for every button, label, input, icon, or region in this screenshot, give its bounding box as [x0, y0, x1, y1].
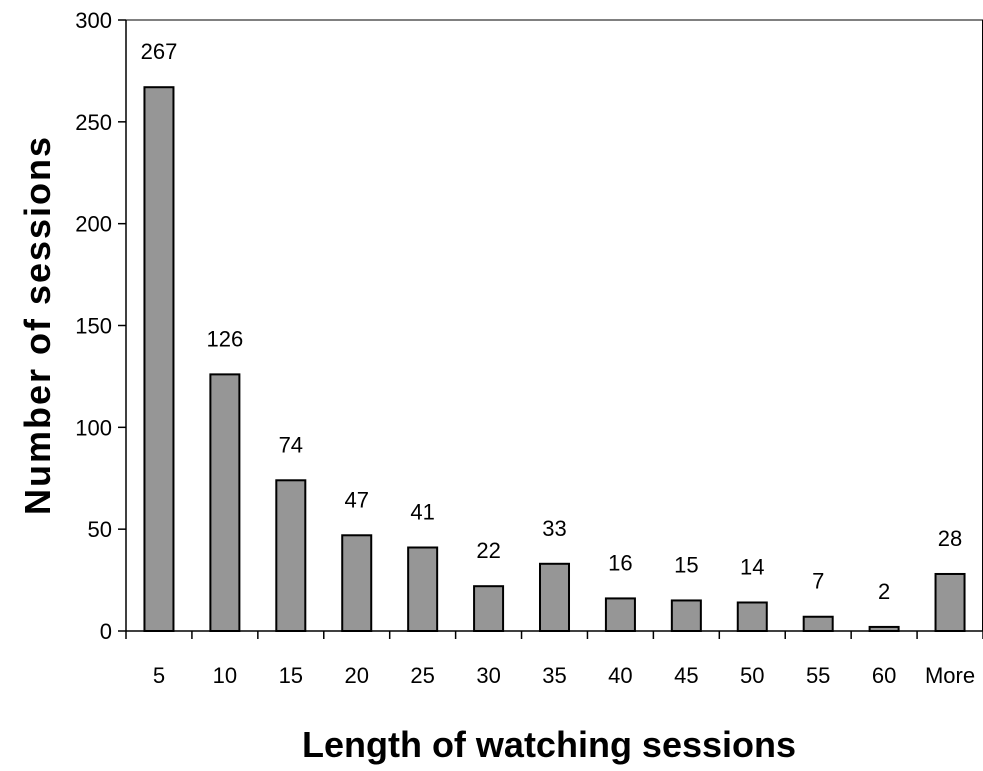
bar: [936, 574, 965, 631]
y-tick-label: 0: [100, 619, 112, 644]
bar-value-label: 15: [674, 552, 698, 577]
x-axis-ticks: 5 10 15 20 25 30 35 40 45 50 55 60 More: [126, 631, 983, 688]
x-tick-label: 25: [410, 663, 434, 688]
bar: [342, 535, 371, 631]
bar-value-label: 47: [344, 487, 368, 512]
bar: [672, 600, 701, 631]
bar-value-label: 28: [938, 526, 962, 551]
bar-value-label: 14: [740, 554, 764, 579]
x-tick-label: 35: [542, 663, 566, 688]
bar: [738, 602, 767, 631]
bar-value-label: 41: [410, 499, 434, 524]
bar: [540, 564, 569, 631]
bar-value-label: 267: [141, 39, 178, 64]
x-tick-label: 20: [344, 663, 368, 688]
bar: [144, 87, 173, 631]
bar-value-label: 7: [812, 569, 824, 594]
y-tick-label: 300: [75, 8, 112, 33]
bar-value-label: 126: [207, 326, 244, 351]
y-tick-label: 100: [75, 415, 112, 440]
x-tick-label: More: [925, 663, 975, 688]
y-tick-label: 50: [88, 517, 112, 542]
y-axis-ticks: 0 50 100 150 200 250 300: [75, 8, 126, 644]
y-tick-label: 150: [75, 314, 112, 339]
bar: [408, 547, 437, 631]
bar-value-label: 16: [608, 550, 632, 575]
y-tick-label: 250: [75, 110, 112, 135]
x-tick-label: 30: [476, 663, 500, 688]
bar: [804, 617, 833, 631]
y-axis-title: Number of sessions: [17, 135, 58, 515]
y-tick-label: 200: [75, 212, 112, 237]
x-axis-title: Length of watching sessions: [302, 724, 796, 765]
data-labels: 267 126 74 47 41 22 33 16 15 14 7 2 28: [141, 39, 963, 604]
x-tick-label: 15: [279, 663, 303, 688]
bar: [210, 374, 239, 631]
bars: [144, 87, 964, 631]
x-tick-label: 55: [806, 663, 830, 688]
x-tick-label: 60: [872, 663, 896, 688]
x-tick-label: 40: [608, 663, 632, 688]
bar-value-label: 22: [476, 538, 500, 563]
bar: [606, 598, 635, 631]
bar-value-label: 74: [279, 432, 303, 457]
x-tick-label: 10: [213, 663, 237, 688]
x-tick-label: 45: [674, 663, 698, 688]
bar: [474, 586, 503, 631]
x-tick-label: 50: [740, 663, 764, 688]
bar-value-label: 2: [878, 579, 890, 604]
bar: [870, 627, 899, 631]
x-tick-label: 5: [153, 663, 165, 688]
bar-value-label: 33: [542, 516, 566, 541]
bar: [276, 480, 305, 631]
